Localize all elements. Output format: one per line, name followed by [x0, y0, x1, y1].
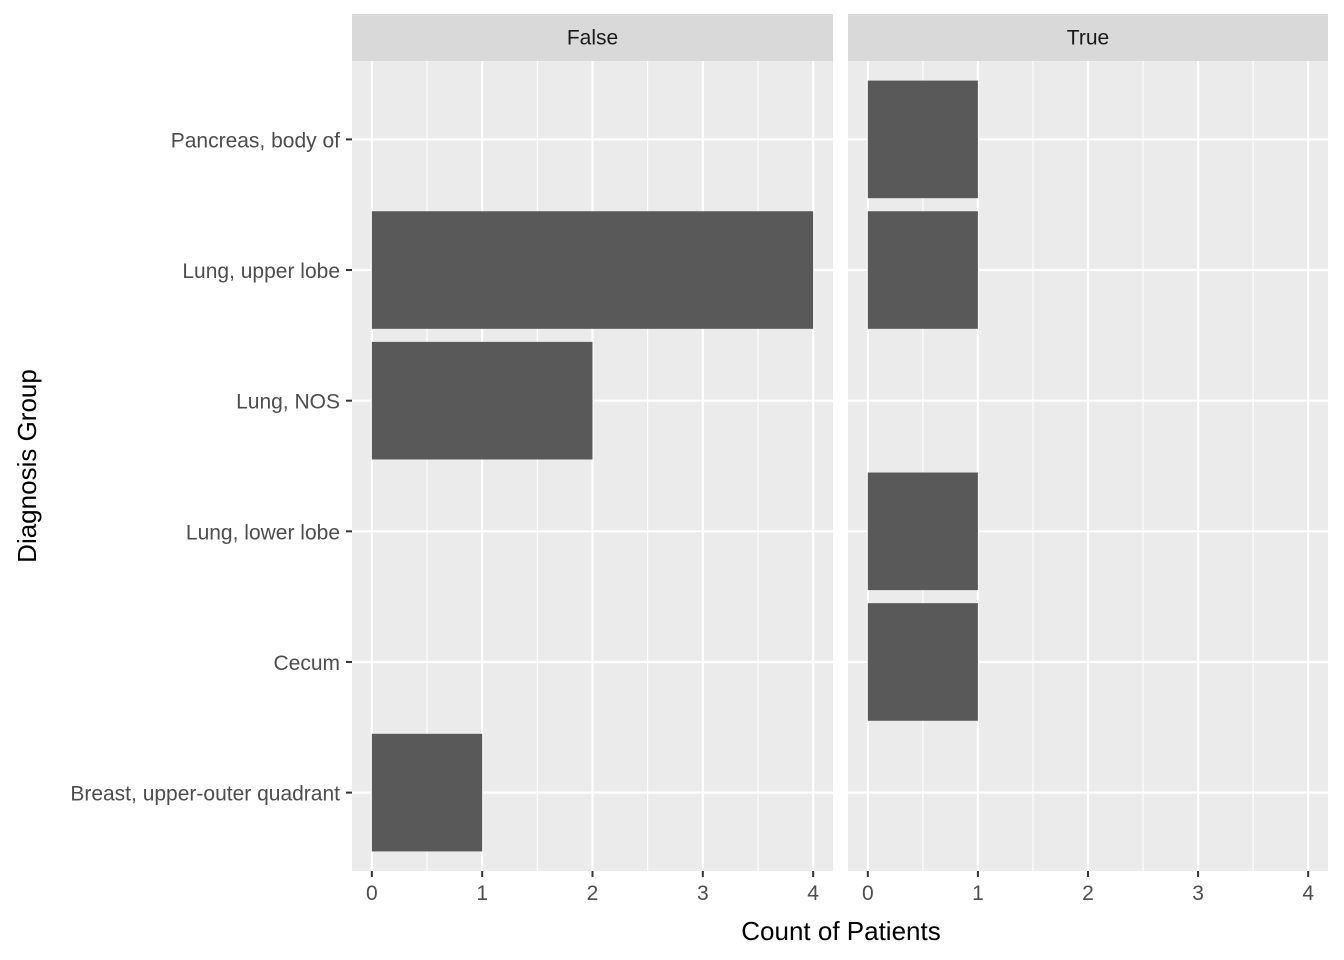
x-tick-label: 1: [972, 882, 984, 905]
x-tick-label: 0: [862, 882, 874, 905]
x-tick-label: 3: [697, 882, 709, 905]
x-tick-label: 2: [1082, 882, 1094, 905]
y-axis: Breast, upper-outer quadrant Cecum Lung, l…: [70, 129, 352, 806]
y-axis-title: Diagnosis Group: [12, 369, 42, 563]
y-tick-label: Lung, upper lobe: [182, 260, 340, 283]
bar: [867, 80, 978, 199]
y-tick-label: Breast, upper-outer quadrant: [70, 783, 340, 806]
y-tick-label: Lung, NOS: [236, 391, 340, 414]
bar: [867, 472, 978, 591]
panel-false: False 0 1 2 3 4: [352, 14, 833, 905]
x-tick-label: 4: [807, 882, 819, 905]
strip-background: [352, 14, 833, 61]
x-tick-label: 2: [587, 882, 599, 905]
y-tick-label: Lung, lower lobe: [186, 521, 340, 544]
strip-background: [848, 14, 1328, 61]
panel-true: True 0 1 2 3 4: [848, 14, 1328, 905]
bar: [867, 211, 978, 329]
panels-layer: False 0 1 2 3 4 True 0 1 2 3 4: [352, 14, 1328, 905]
x-axis-title: Count of Patients: [741, 916, 940, 946]
y-tick-label: Pancreas, body of: [171, 129, 340, 152]
strip-label: False: [567, 27, 618, 50]
bar: [867, 603, 978, 721]
y-tick-label: Cecum: [273, 652, 340, 675]
x-tick-label: 0: [366, 882, 378, 905]
x-tick-label: 3: [1192, 882, 1204, 905]
x-tick-label: 4: [1302, 882, 1314, 905]
bar: [371, 341, 593, 460]
bar: [371, 211, 814, 329]
strip-label: True: [1067, 27, 1109, 50]
x-tick-label: 1: [476, 882, 488, 905]
bar: [371, 733, 483, 852]
